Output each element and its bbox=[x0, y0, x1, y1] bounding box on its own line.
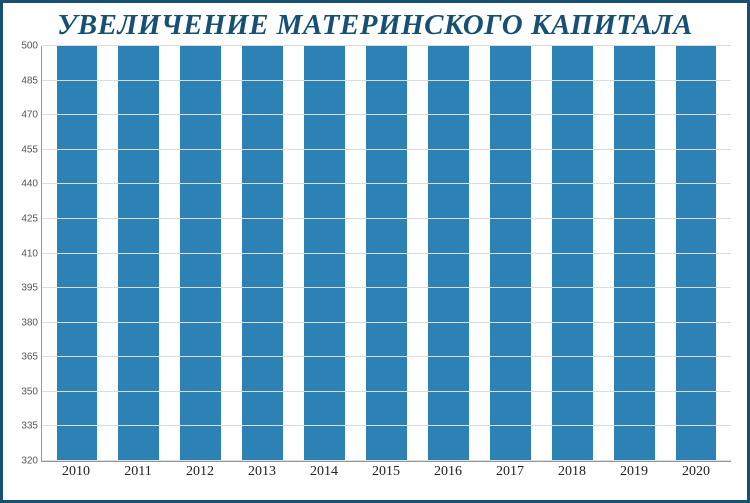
bar-slot: 365 698,4 bbox=[108, 46, 170, 461]
y-tick-label: 425 bbox=[21, 213, 42, 224]
gridline bbox=[42, 114, 731, 115]
gridline bbox=[42, 391, 731, 392]
y-tick-label: 485 bbox=[21, 75, 42, 86]
bar bbox=[614, 46, 655, 461]
x-tick-label: 2010 bbox=[45, 462, 107, 484]
x-tick-label: 2020 bbox=[665, 462, 727, 484]
y-tick-label: 380 bbox=[21, 317, 42, 328]
bar-slot: 343 378,8 bbox=[46, 46, 108, 461]
bar bbox=[428, 46, 469, 461]
y-tick-label: 440 bbox=[21, 179, 42, 190]
bar-slot: 387 640,3 bbox=[170, 46, 232, 461]
bar-slot: 453 026 bbox=[541, 46, 603, 461]
y-tick-label: 455 bbox=[21, 144, 42, 155]
gridline bbox=[42, 218, 731, 219]
bar-slot: 453 026 bbox=[479, 46, 541, 461]
gridline bbox=[42, 322, 731, 323]
x-axis: 2010201120122013201420152016201720182019… bbox=[41, 462, 731, 484]
y-tick-label: 470 bbox=[21, 110, 42, 121]
bar-slot: 453 026 bbox=[417, 46, 479, 461]
bar bbox=[57, 46, 98, 461]
bar bbox=[180, 46, 221, 461]
chart-frame: УВЕЛИЧЕНИЕ МАТЕРИНСКОГО КАПИТАЛА 343 378… bbox=[0, 0, 750, 503]
bar bbox=[490, 46, 531, 461]
x-tick-label: 2016 bbox=[417, 462, 479, 484]
x-tick-label: 2017 bbox=[479, 462, 541, 484]
x-tick-label: 2019 bbox=[603, 462, 665, 484]
gridline bbox=[42, 253, 731, 254]
gridline bbox=[42, 149, 731, 150]
plot-area: 343 378,8365 698,4387 640,3408 960,5429 … bbox=[41, 46, 731, 462]
y-tick-label: 500 bbox=[21, 41, 42, 52]
chart-area: 343 378,8365 698,4387 640,3408 960,5429 … bbox=[11, 46, 735, 484]
bar-slot: 429 408,5 bbox=[294, 46, 356, 461]
x-tick-label: 2014 bbox=[293, 462, 355, 484]
bar bbox=[366, 46, 407, 461]
x-tick-label: 2011 bbox=[107, 462, 169, 484]
x-tick-label: 2013 bbox=[231, 462, 293, 484]
bars-container: 343 378,8365 698,4387 640,3408 960,5429 … bbox=[42, 46, 731, 461]
bar-slot: 466 617 bbox=[665, 46, 727, 461]
x-tick-label: 2012 bbox=[169, 462, 231, 484]
gridline bbox=[42, 45, 731, 46]
bar bbox=[242, 46, 283, 461]
x-tick-label: 2015 bbox=[355, 462, 417, 484]
y-tick-label: 410 bbox=[21, 248, 42, 259]
bar bbox=[118, 46, 159, 461]
y-tick-label: 350 bbox=[21, 386, 42, 397]
bar-slot: 453 026 bbox=[356, 46, 418, 461]
bar-slot: 408 960,5 bbox=[232, 46, 294, 461]
x-tick-label: 2018 bbox=[541, 462, 603, 484]
chart-title: УВЕЛИЧЕНИЕ МАТЕРИНСКОГО КАПИТАЛА bbox=[3, 3, 747, 46]
bar bbox=[304, 46, 345, 461]
gridline bbox=[42, 425, 731, 426]
y-tick-label: 320 bbox=[21, 456, 42, 467]
gridline bbox=[42, 356, 731, 357]
bar bbox=[676, 46, 717, 461]
y-tick-label: 395 bbox=[21, 283, 42, 294]
gridline bbox=[42, 183, 731, 184]
y-tick-label: 365 bbox=[21, 352, 42, 363]
bar-slot: 453 026 bbox=[603, 46, 665, 461]
y-tick-label: 335 bbox=[21, 421, 42, 432]
gridline bbox=[42, 287, 731, 288]
gridline bbox=[42, 80, 731, 81]
bar bbox=[552, 46, 593, 461]
gridline bbox=[42, 460, 731, 461]
